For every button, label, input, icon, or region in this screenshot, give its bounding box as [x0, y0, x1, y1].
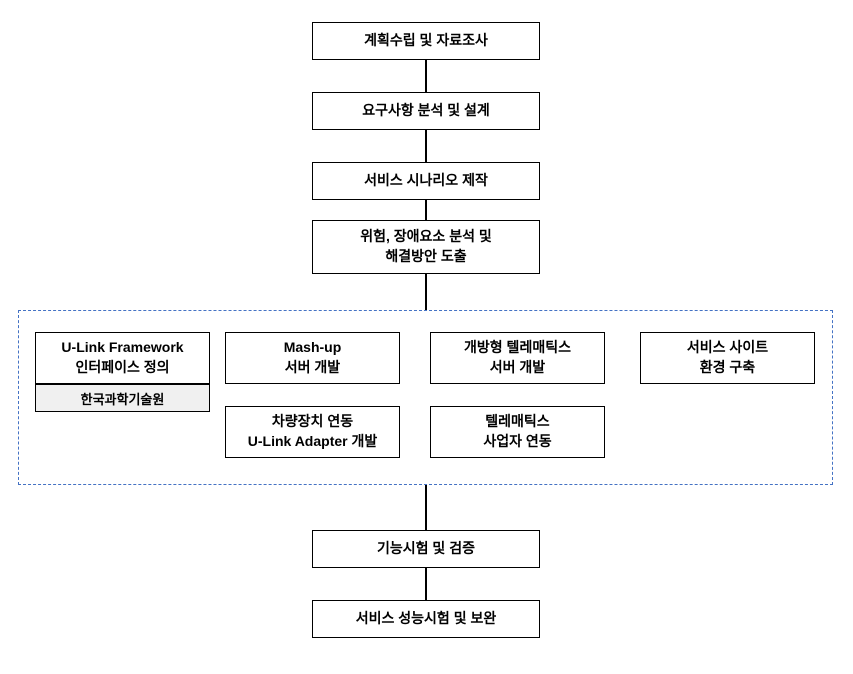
step-label: 위험, 장애요소 분석 및 해결방안 도출 [360, 227, 491, 266]
box-label: Mash-up 서버 개발 [284, 338, 342, 377]
step-functional-test: 기능시험 및 검증 [312, 530, 540, 568]
box-label: 한국과학기술원 [81, 389, 165, 408]
ulink-framework-box: U-Link Framework 인터페이스 정의 [35, 332, 210, 384]
connector [425, 200, 427, 220]
connector [425, 274, 427, 310]
step-label: 계획수립 및 자료조사 [364, 31, 488, 51]
step-requirements: 요구사항 분석 및 설계 [312, 92, 540, 130]
step-risk-analysis: 위험, 장애요소 분석 및 해결방안 도출 [312, 220, 540, 274]
step-label: 서비스 성능시험 및 보완 [356, 609, 496, 629]
open-telematics-server-box: 개방형 텔레매틱스 서버 개발 [430, 332, 605, 384]
connector [425, 60, 427, 92]
ulink-adapter-box: 차량장치 연동 U-Link Adapter 개발 [225, 406, 400, 458]
kaist-sub-box: 한국과학기술원 [35, 384, 210, 412]
flowchart-container: 계획수립 및 자료조사 요구사항 분석 및 설계 서비스 시나리오 제작 위험,… [0, 0, 853, 674]
step-scenario: 서비스 시나리오 제작 [312, 162, 540, 200]
step-label: 요구사항 분석 및 설계 [362, 101, 490, 121]
box-label: 개방형 텔레매틱스 서버 개발 [464, 338, 571, 377]
step-label: 서비스 시나리오 제작 [364, 171, 488, 191]
connector [425, 485, 427, 530]
step-planning: 계획수립 및 자료조사 [312, 22, 540, 60]
telematics-operator-box: 텔레매틱스 사업자 연동 [430, 406, 605, 458]
box-label: 차량장치 연동 U-Link Adapter 개발 [248, 412, 377, 451]
service-site-box: 서비스 사이트 환경 구축 [640, 332, 815, 384]
box-label: 텔레매틱스 사업자 연동 [483, 412, 551, 451]
connector [425, 130, 427, 162]
step-label: 기능시험 및 검증 [377, 539, 475, 559]
connector [425, 568, 427, 600]
mashup-server-box: Mash-up 서버 개발 [225, 332, 400, 384]
box-label: U-Link Framework 인터페이스 정의 [61, 338, 183, 377]
step-performance-test: 서비스 성능시험 및 보완 [312, 600, 540, 638]
box-label: 서비스 사이트 환경 구축 [687, 338, 768, 377]
